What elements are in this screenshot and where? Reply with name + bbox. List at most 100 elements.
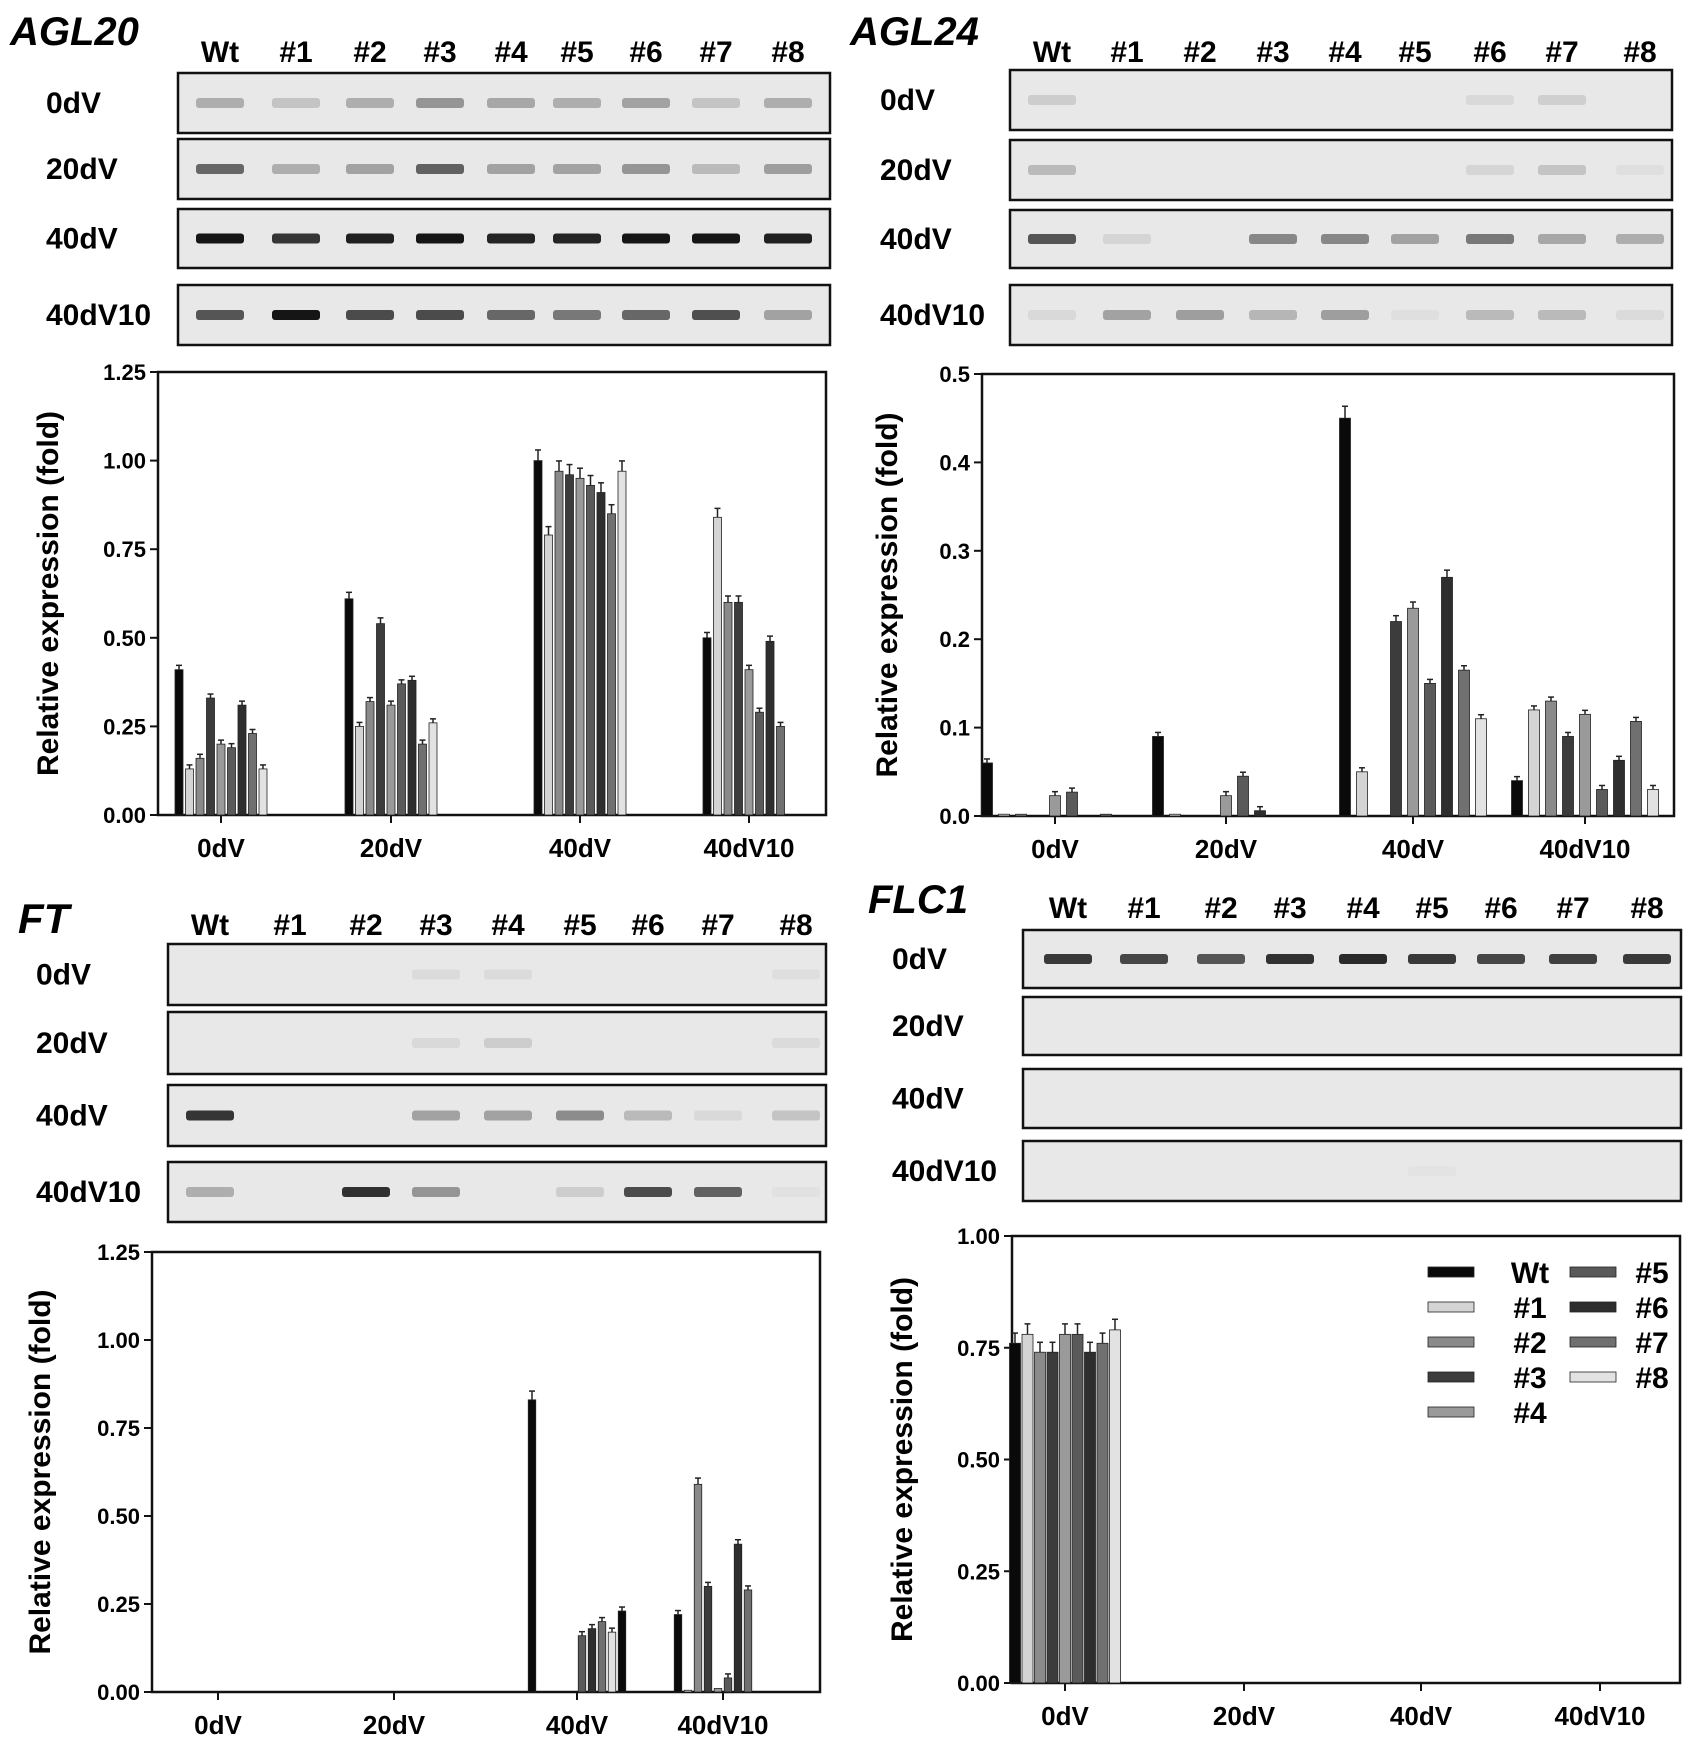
band-n4 [1321,234,1369,244]
lane-label-n6: #6 [629,36,662,69]
bar-agl20-n8-0dv [258,768,268,816]
legend-label: #2 [1513,1327,1546,1360]
lane-label-n4: #4 [491,909,525,942]
y-tick-label: 0.1 [939,716,970,741]
bar-ft-n7-40dv [597,1621,607,1693]
bar-agl24-n1-20dv [1169,813,1181,817]
bar-agl20-n5-40dv [586,485,595,816]
bar-ft-n5-40dv10 [723,1677,733,1693]
band-wt [196,164,244,174]
lane-label-n2: #2 [1204,892,1237,925]
band-n8 [772,969,820,980]
bar-agl24-n4-20dv [1220,795,1232,817]
band-n5 [556,1110,604,1121]
band-n5 [553,164,601,174]
bar-agl20-n1-20dv [355,726,364,816]
bar-agl24-wt-40dv10 [1511,780,1523,817]
band-n5 [1408,1166,1456,1176]
bar-agl24-n4-40dv10 [1579,713,1591,817]
gel-panels: AGL20 Wt #1 #2 #3 #4 #5 #6 #7 #8 0dV 20dV 40dV 40dV10… [9,10,1683,1224]
gel-strip-40dv10 [1021,1139,1683,1203]
band-n4 [484,969,532,980]
gene-title: FT [18,895,73,942]
lane-label-n7: #7 [701,909,734,942]
legend-swatch [1427,1266,1475,1278]
y-tick-label: 0.75 [103,537,146,562]
band-wt [1028,95,1076,105]
bar-flc1-n1-0dv [1021,1333,1034,1684]
band-n2 [1176,310,1224,320]
row-label-20dv: 20dV [36,1027,108,1060]
x-tick-label-40dv10: 40dV10 [677,1710,768,1740]
band-n8 [1616,165,1664,175]
bar-ft-n4-40dv10 [713,1688,723,1693]
row-label-40dv: 40dV [36,1100,108,1133]
y-tick-label: 0.50 [957,1448,1000,1473]
band-n6 [1477,954,1525,964]
band-wt [196,233,244,244]
lane-label-n6: #6 [631,909,664,942]
row-label-0dv: 0dV [36,959,91,992]
lane-label-n1: #1 [279,36,312,69]
x-tick-label-40dv: 40dV [549,833,612,863]
bar-agl24-wt-0dv [981,762,993,817]
chart-agl20: 0.00 0.25 0.50 0.75 1.00 1.25 Relative express… [32,360,828,863]
lane-label-n3: #3 [1256,36,1289,69]
x-tick-label-40dv10: 40dV10 [703,833,794,863]
bar-agl24-n2-0dv [1015,813,1027,817]
band-n6 [622,164,670,174]
legend: Wt#1#2#3#4 #5#6#7#8 [1427,1257,1669,1430]
band-n6 [1466,95,1514,105]
bar-ft-extra-40dv [617,1610,627,1693]
gene-title: FLC1 [868,878,968,922]
band-n6 [1466,165,1514,175]
row-label-40dv: 40dV [880,223,952,256]
band-n4 [484,1110,532,1121]
band-n6 [624,1110,672,1121]
band-n1 [272,233,320,244]
y-tick-label: 0.0 [939,804,970,829]
band-n4 [487,164,535,174]
gel-panel-flc1: FLC1 Wt #1 #2 #3 #4 #5 #6 #7 #8 0dV 20dV 40dV 40dV10 [868,878,1683,1203]
band-n8 [772,1038,820,1048]
band-n8 [772,1110,820,1121]
y-tick-label: 0.2 [939,627,970,652]
legend-swatch [1569,1266,1617,1278]
bar-agl20-n5-20dv [397,683,406,816]
legend-item-n3: #3 [1427,1362,1547,1395]
plot-frame [156,370,828,817]
legend-label: #4 [1513,1397,1547,1430]
bar-agl24-n3-40dv10 [1562,736,1574,817]
band-n3 [412,1110,460,1121]
legend-label: #5 [1635,1257,1668,1290]
x-tick-label-0dv: 0dV [194,1710,242,1740]
gel-strip-40dv [1021,1067,1683,1130]
x-tick-label-20dv: 20dV [1195,834,1258,864]
bar-charts: 0.00 0.25 0.50 0.75 1.00 1.25 Relative express… [24,360,1682,1740]
bar-agl20-n2-20dv [365,701,375,816]
gel-panel-ft: FT Wt #1 #2 #3 #4 #5 #6 #7 #8 0dV 20dV 40dV 40dV10 [18,895,828,1224]
band-n1 [1103,234,1151,244]
bar-agl20-n6-20dv [407,679,417,816]
y-axis-label: Relative expression (fold) [24,1289,57,1654]
bar-agl24-n1-0dv [998,813,1010,817]
y-tick-label: 1.25 [97,1240,140,1265]
bar-agl20-wt-20dv [344,598,354,816]
legend-item-n1: #1 [1427,1292,1547,1325]
lane-label-wt: Wt [1049,892,1087,925]
bar-agl20-n4-20dv [386,704,396,816]
plot-frame [980,372,1676,818]
lane-label-n5: #5 [560,36,593,69]
y-tick-label: 0.3 [939,539,970,564]
band-n7 [694,1187,742,1197]
band-n1 [1103,310,1151,320]
bar-ft-n3-40dv10 [703,1586,713,1693]
bar-agl24-n1-40dv [1356,771,1368,817]
band-n3 [416,233,464,244]
band-wt [1028,165,1076,175]
band-n8 [764,233,812,244]
bar-flc1-n4-0dv [1059,1333,1071,1684]
bar-agl24-n4-40dv [1407,607,1419,817]
bar-agl20-n1-40dv [544,534,553,816]
gene-title: AGL20 [9,10,139,54]
